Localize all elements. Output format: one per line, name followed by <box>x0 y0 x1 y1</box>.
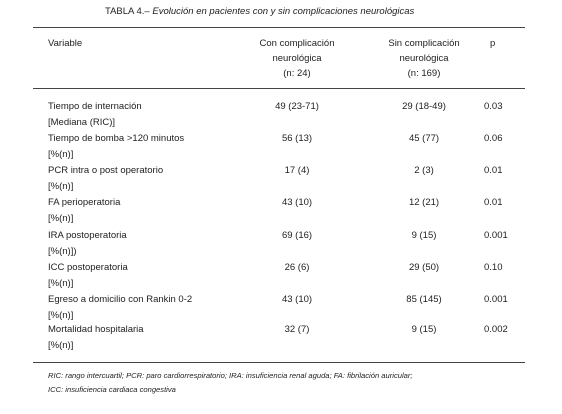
cell: 43 (10) <box>281 197 313 208</box>
cell: 0.10 <box>484 262 503 273</box>
cell: 43 (10) <box>281 294 313 305</box>
cell: 26 (6) <box>284 262 310 273</box>
row-label: [%(n)] <box>48 340 74 351</box>
row-label: [%(n)] <box>48 213 74 224</box>
row-label: Tiempo de internación <box>48 101 142 112</box>
title: TABLA 4.– Evolución en pacientes con y s… <box>105 6 414 18</box>
cell: 29 (50) <box>408 262 440 273</box>
row-label: [Mediana (RIC)] <box>48 117 116 128</box>
cell: 85 (145) <box>406 294 442 305</box>
cell: 56 (13) <box>281 133 313 144</box>
header-cell: (n: 169) <box>407 68 441 79</box>
cell: 32 (7) <box>284 324 310 335</box>
bottom-rule <box>33 362 525 363</box>
header-cell: (n: 24) <box>283 68 311 79</box>
cell: 12 (21) <box>408 197 440 208</box>
header-cell: p <box>490 38 496 49</box>
row-label: [%(n)] <box>48 181 74 192</box>
cell: 49 (23-71) <box>275 101 319 112</box>
cell: 29 (18-49) <box>402 101 446 112</box>
row-label: IRA postoperatoria <box>48 230 127 241</box>
row-label: Egreso a domicilio con Rankin 0-2 <box>48 294 193 305</box>
cell: 9 (15) <box>411 324 437 335</box>
header-cell: neurológica <box>399 53 449 64</box>
cell: 0.001 <box>484 230 508 241</box>
row-label: Mortalidad hospitalaria <box>48 324 144 335</box>
cell: 0.002 <box>484 324 508 335</box>
header-cell: Variable <box>48 38 83 49</box>
cell: 17 (4) <box>284 165 310 176</box>
row-label: [%(n)]) <box>48 246 77 257</box>
footnote: ICC: insuficiencia cardiaca congestiva <box>48 385 176 394</box>
title-text: Evolución en pacientes con y sin complic… <box>152 6 415 17</box>
row-label: [%(n)] <box>48 149 74 160</box>
cell: 9 (15) <box>411 230 437 241</box>
footnote: RIC: rango intercuartil; PCR: paro cardi… <box>48 371 413 380</box>
row-label: FA perioperatoria <box>48 197 121 208</box>
header-cell: Sin complicación <box>388 38 460 49</box>
cell: 0.06 <box>484 133 503 144</box>
cell: 0.01 <box>484 165 503 176</box>
cell: 45 (77) <box>408 133 440 144</box>
row-label: ICC postoperatoria <box>48 262 128 273</box>
cell: 0.01 <box>484 197 503 208</box>
top-rule <box>33 27 525 28</box>
title-label: TABLA 4.– <box>105 6 150 17</box>
cell: 69 (16) <box>281 230 313 241</box>
cell: 2 (3) <box>414 165 434 176</box>
header-cell: neurológica <box>272 53 322 64</box>
row-label: [%(n)] <box>48 310 74 321</box>
row-label: PCR intra o post operatorio <box>48 165 164 176</box>
cell: 0.001 <box>484 294 508 305</box>
header-rule <box>33 88 525 89</box>
header-cell: Con complicación <box>259 38 335 49</box>
cell: 0.03 <box>484 101 503 112</box>
row-label: Tiempo de bomba >120 minutos <box>48 133 185 144</box>
row-label: [%(n)] <box>48 278 74 289</box>
